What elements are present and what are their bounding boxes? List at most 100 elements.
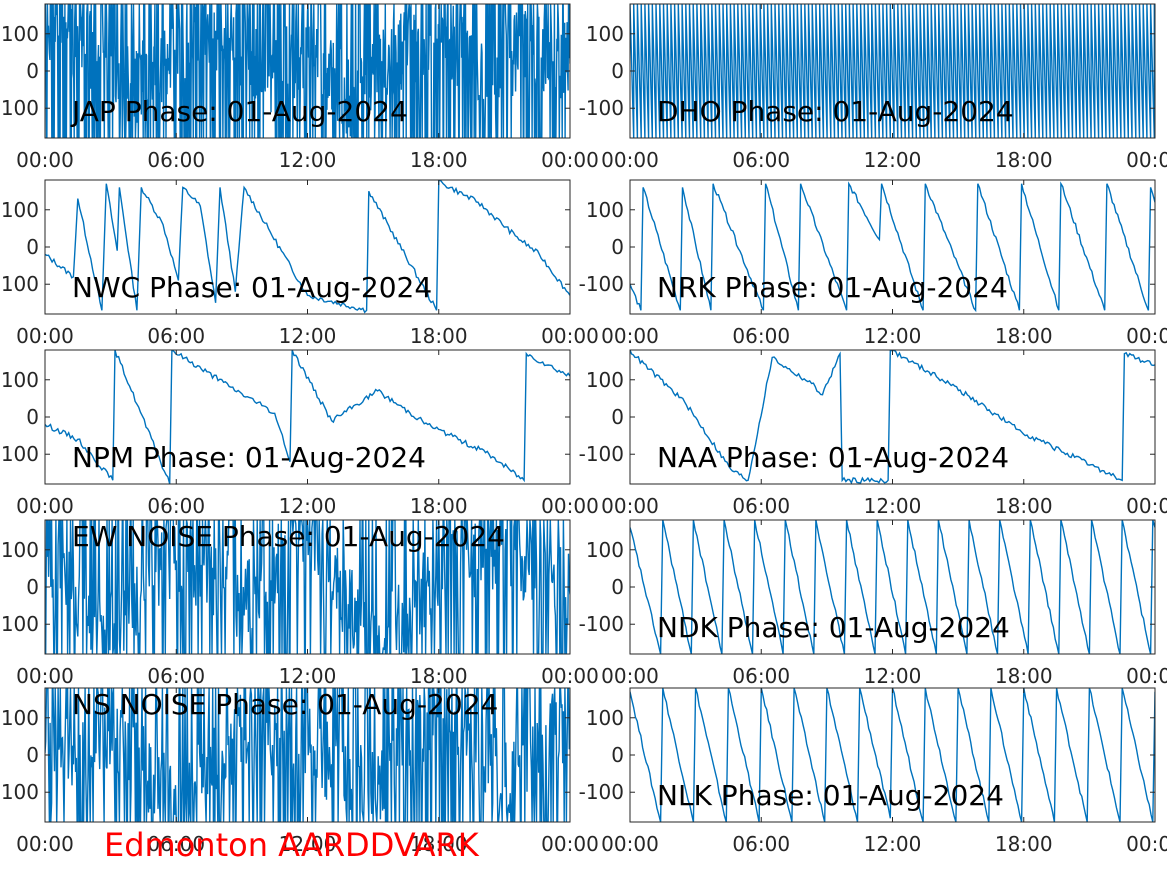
panel-title: EW NOISE Phase: 01-Aug-2024 (72, 520, 505, 553)
y-tick-label: 100 (586, 538, 624, 562)
x-tick-label: 00:00 (541, 494, 599, 518)
series-line (45, 520, 570, 654)
y-tick-label: 100 (1, 368, 39, 392)
y-tick-label: 100 (586, 198, 624, 222)
x-tick-label: 00:00 (601, 494, 659, 518)
y-tick-label: -100 (0, 612, 39, 636)
y-tick-label: -100 (579, 612, 624, 636)
x-tick-label: 00:00 (601, 148, 659, 172)
x-tick-label: 18:00 (995, 832, 1053, 856)
y-tick-label: -100 (579, 96, 624, 120)
y-tick-label: -100 (579, 442, 624, 466)
panel-naa: 00:00 06:00 12:00 18:00 00:00 100 0 -100 NAA Pha… (579, 349, 1167, 518)
panel-title: NDK Phase: 01-Aug-2024 (657, 611, 1010, 644)
y-tick-label: 0 (26, 405, 39, 429)
x-tick-label: 00:00 (601, 832, 659, 856)
x-tick-label: 12:00 (279, 148, 337, 172)
y-tick-label: 0 (611, 575, 624, 599)
x-tick-label: 18:00 (410, 148, 468, 172)
y-tick-label: 100 (1, 706, 39, 730)
x-tick-label: 00:00 (16, 494, 74, 518)
x-tick-label: 00:00 (1126, 148, 1167, 172)
x-tick-label: 00:00 (16, 664, 74, 688)
x-tick-label: 12:00 (864, 494, 922, 518)
x-tick-label: 00:00 (601, 324, 659, 348)
x-tick-label: 06:00 (732, 148, 790, 172)
x-tick-label: 00:00 (541, 832, 599, 856)
x-tick-label: 00:00 (541, 664, 599, 688)
x-tick-label: 00:00 (16, 832, 74, 856)
x-tick-label: 12:00 (864, 324, 922, 348)
panel-title: NLK Phase: 01-Aug-2024 (657, 779, 1004, 812)
x-tick-label: 00:00 (1126, 324, 1167, 348)
panel-npm: 00:00 06:00 12:00 18:00 00:00 100 0 -100 NPM Pha… (0, 349, 599, 518)
y-tick-label: 0 (26, 235, 39, 259)
panel-title: NS NOISE Phase: 01-Aug-2024 (72, 688, 498, 721)
series-line (45, 4, 570, 138)
series-line (630, 4, 1155, 138)
y-tick-label: 0 (26, 743, 39, 767)
x-tick-label: 18:00 (410, 832, 468, 856)
x-tick-label: 06:00 (147, 832, 205, 856)
y-tick-label: -100 (0, 442, 39, 466)
x-tick-label: 12:00 (864, 148, 922, 172)
y-tick-label: 0 (611, 235, 624, 259)
y-tick-label: 0 (26, 575, 39, 599)
x-tick-label: 00:00 (1126, 832, 1167, 856)
x-tick-label: 18:00 (410, 664, 468, 688)
x-tick-label: 06:00 (732, 324, 790, 348)
x-tick-label: 00:00 (541, 148, 599, 172)
x-tick-label: 18:00 (995, 324, 1053, 348)
y-tick-label: 0 (26, 59, 39, 83)
y-tick-label: 100 (1, 198, 39, 222)
panel-nrk: 00:00 06:00 12:00 18:00 00:00 100 0 -100 NRK Pha… (579, 179, 1167, 348)
x-tick-label: 18:00 (995, 148, 1053, 172)
series-line (630, 520, 1155, 654)
footer-title: Edmonton AARDDVARK (104, 826, 479, 864)
x-tick-label: 12:00 (279, 324, 337, 348)
x-tick-label: 00:00 (16, 148, 74, 172)
y-tick-label: 100 (1, 22, 39, 46)
y-tick-label: -100 (579, 780, 624, 804)
x-tick-label: 12:00 (279, 494, 337, 518)
panel-ns-noise: 00:00 06:00 12:00 18:00 00:00 100 0 -100 NS NOIS… (0, 687, 599, 856)
x-tick-label: 06:00 (147, 494, 205, 518)
plot-area (630, 350, 1155, 484)
panel-ew-noise: 00:00 06:00 12:00 18:00 00:00 100 0 -100 EW NOIS… (0, 519, 599, 688)
y-tick-label: 100 (586, 22, 624, 46)
series-line (630, 688, 1155, 822)
x-tick-label: 12:00 (279, 832, 337, 856)
y-tick-label: 100 (586, 706, 624, 730)
panel-dho: 00:00 06:00 12:00 18:00 00:00 100 0 -100 DHO Pha… (579, 3, 1167, 172)
x-tick-label: 06:00 (732, 664, 790, 688)
panel-nlk: 00:00 06:00 12:00 18:00 00:00 100 0 -100 NLK Pha… (579, 687, 1167, 856)
y-tick-label: 0 (611, 743, 624, 767)
series-line (630, 181, 1155, 313)
plot-area (45, 350, 570, 484)
y-tick-label: 0 (611, 59, 624, 83)
series-line (630, 350, 1155, 484)
plot-area (45, 180, 570, 314)
y-tick-label: 0 (611, 405, 624, 429)
series-line (45, 180, 570, 314)
y-tick-label: 100 (586, 368, 624, 392)
y-tick-label: -100 (0, 96, 39, 120)
x-tick-label: 00:00 (601, 664, 659, 688)
x-tick-label: 06:00 (732, 494, 790, 518)
y-tick-label: -100 (0, 272, 39, 296)
x-tick-label: 12:00 (864, 832, 922, 856)
x-tick-label: 06:00 (147, 324, 205, 348)
x-tick-label: 18:00 (995, 664, 1053, 688)
x-tick-label: 18:00 (995, 494, 1053, 518)
series-line (45, 688, 570, 822)
x-tick-label: 06:00 (147, 664, 205, 688)
panel-title: DHO Phase: 01-Aug-2024 (657, 95, 1014, 128)
panel-nwc: 00:00 06:00 12:00 18:00 00:00 100 0 -100 NWC Pha… (0, 179, 599, 348)
x-tick-label: 06:00 (147, 148, 205, 172)
series-line (45, 350, 570, 484)
panel-ndk: 00:00 06:00 12:00 18:00 00:00 100 0 -100 NDK Pha… (579, 519, 1167, 688)
x-tick-label: 06:00 (732, 832, 790, 856)
panel-jap: 00:00 06:00 12:00 18:00 00:00 100 0 -100 JAP Pha… (0, 3, 599, 172)
panel-title: NPM Phase: 01-Aug-2024 (72, 441, 426, 474)
